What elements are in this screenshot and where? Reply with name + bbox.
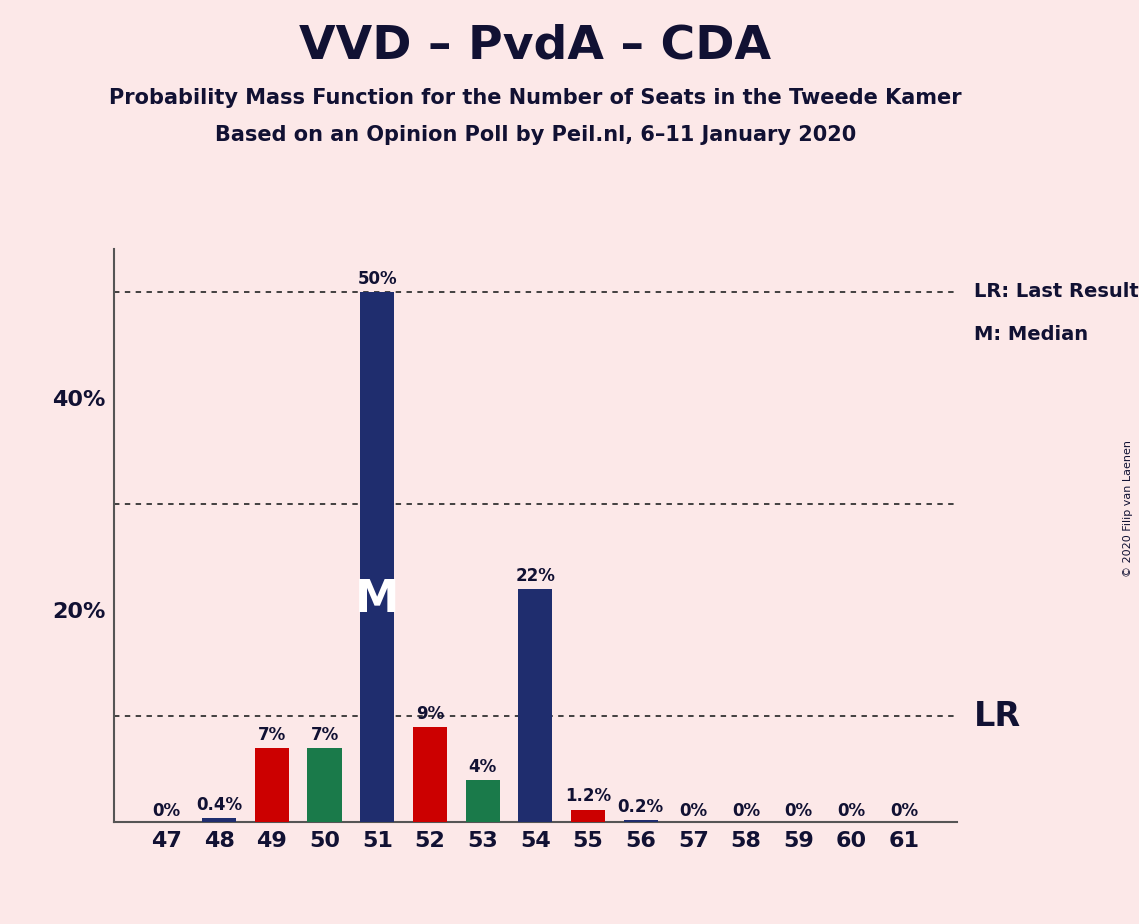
Text: 0%: 0% bbox=[679, 802, 707, 820]
Text: LR: Last Result: LR: Last Result bbox=[974, 283, 1138, 301]
Text: VVD – PvdA – CDA: VVD – PvdA – CDA bbox=[300, 23, 771, 68]
Bar bbox=[571, 809, 605, 822]
Bar bbox=[623, 821, 658, 822]
Bar bbox=[360, 292, 394, 822]
Text: 0%: 0% bbox=[890, 802, 918, 820]
Text: Probability Mass Function for the Number of Seats in the Tweede Kamer: Probability Mass Function for the Number… bbox=[109, 88, 961, 108]
Text: 0%: 0% bbox=[153, 802, 181, 820]
Text: 0%: 0% bbox=[785, 802, 813, 820]
Bar bbox=[202, 818, 237, 822]
Text: © 2020 Filip van Laenen: © 2020 Filip van Laenen bbox=[1123, 440, 1133, 577]
Text: 50%: 50% bbox=[358, 270, 398, 287]
Text: 4%: 4% bbox=[468, 758, 497, 775]
Bar bbox=[466, 780, 500, 822]
Text: 7%: 7% bbox=[257, 726, 286, 744]
Text: M: Median: M: Median bbox=[974, 325, 1088, 344]
Text: 9%: 9% bbox=[416, 705, 444, 723]
Text: 1.2%: 1.2% bbox=[565, 787, 611, 806]
Bar bbox=[412, 727, 448, 822]
Text: 7%: 7% bbox=[311, 726, 338, 744]
Text: 0%: 0% bbox=[837, 802, 866, 820]
Text: LR: LR bbox=[974, 699, 1021, 733]
Text: M: M bbox=[355, 578, 400, 621]
Bar bbox=[308, 748, 342, 822]
Bar bbox=[518, 589, 552, 822]
Text: 0%: 0% bbox=[732, 802, 760, 820]
Text: 0.4%: 0.4% bbox=[196, 796, 243, 814]
Text: Based on an Opinion Poll by Peil.nl, 6–11 January 2020: Based on an Opinion Poll by Peil.nl, 6–1… bbox=[215, 125, 855, 145]
Text: 0.2%: 0.2% bbox=[617, 798, 664, 816]
Bar bbox=[255, 748, 289, 822]
Text: 22%: 22% bbox=[515, 566, 556, 585]
